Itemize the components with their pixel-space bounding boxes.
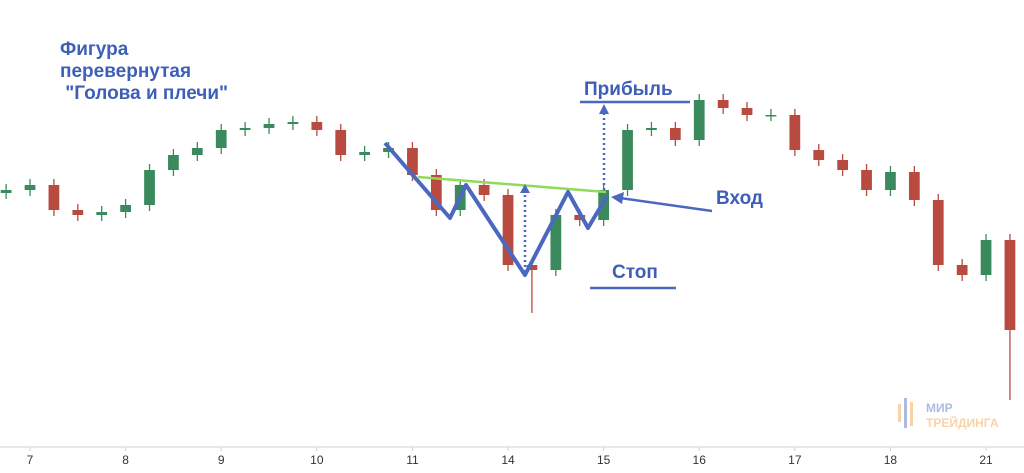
candle-body bbox=[215, 130, 227, 148]
candles bbox=[0, 94, 1016, 400]
watermark-text: МИР bbox=[926, 401, 953, 415]
logo-bar bbox=[910, 402, 913, 426]
candle-body bbox=[932, 200, 944, 265]
candle-body bbox=[263, 124, 275, 128]
candle-body bbox=[908, 172, 920, 200]
candle-body bbox=[765, 115, 777, 117]
x-tick-label: 21 bbox=[979, 453, 993, 467]
candle-body bbox=[430, 175, 442, 210]
candle-body bbox=[168, 155, 179, 170]
x-tick-label: 7 bbox=[27, 453, 34, 467]
candle-body bbox=[861, 170, 872, 190]
entry-arrow bbox=[619, 196, 713, 213]
candle-body bbox=[478, 185, 490, 195]
arrow-head bbox=[611, 192, 624, 204]
x-tick-label: 18 bbox=[884, 453, 898, 467]
arrow-head bbox=[599, 104, 609, 114]
stop-label: Стоп bbox=[612, 262, 658, 283]
candle-body bbox=[717, 100, 729, 108]
candle-body bbox=[622, 130, 633, 190]
candle-body bbox=[311, 122, 323, 130]
candle-body bbox=[885, 172, 896, 190]
candle-body bbox=[550, 215, 562, 270]
entry-label: Вход bbox=[716, 188, 763, 209]
candle-body bbox=[646, 128, 657, 130]
candle-body bbox=[837, 160, 849, 170]
candle-body bbox=[48, 185, 60, 210]
x-tick-label: 8 bbox=[122, 453, 129, 467]
candle-body bbox=[956, 265, 968, 275]
candle-body bbox=[0, 190, 12, 193]
candle-body bbox=[574, 215, 586, 220]
candle-body bbox=[669, 128, 681, 140]
x-tick-label: 16 bbox=[693, 453, 707, 467]
title-line: "Голова и плечи" bbox=[60, 83, 228, 104]
candle-body bbox=[335, 130, 347, 155]
candle-body bbox=[693, 100, 705, 140]
candle-body bbox=[144, 170, 155, 205]
profit-label: Прибыль bbox=[584, 79, 673, 100]
candle-body bbox=[1004, 240, 1016, 330]
candle-body bbox=[407, 148, 418, 175]
candle-body bbox=[526, 265, 538, 270]
candle-body bbox=[359, 152, 371, 155]
candle-body bbox=[191, 148, 203, 155]
x-tick-label: 9 bbox=[218, 453, 225, 467]
x-tick-label: 17 bbox=[788, 453, 802, 467]
candle-body bbox=[239, 128, 251, 130]
title-line: перевернутая bbox=[60, 61, 191, 82]
title-line: Фигура bbox=[60, 39, 129, 60]
x-tick-label: 10 bbox=[310, 453, 324, 467]
candle-body bbox=[813, 150, 825, 160]
logo-bar bbox=[898, 404, 901, 422]
x-tick-label: 14 bbox=[501, 453, 515, 467]
x-tick-label: 11 bbox=[406, 453, 419, 467]
candle-body bbox=[980, 240, 992, 275]
candle-body bbox=[72, 210, 84, 215]
logo-bar bbox=[904, 398, 907, 428]
neckline bbox=[417, 175, 607, 194]
arrow-head bbox=[520, 184, 530, 193]
candle-body bbox=[24, 185, 36, 190]
candle-body bbox=[287, 122, 299, 124]
candle-body bbox=[502, 195, 514, 265]
candle-body bbox=[120, 205, 131, 212]
x-axis-labels: 7 8 9 10 11 14 15 16 17 18 21 bbox=[27, 447, 993, 467]
watermark: МИР ТРЕЙДИНГА bbox=[898, 398, 999, 430]
x-tick-label: 15 bbox=[597, 453, 611, 467]
watermark-text: ТРЕЙДИНГА bbox=[926, 415, 999, 430]
candle-body bbox=[741, 108, 753, 115]
candle-body bbox=[789, 115, 801, 150]
pattern-outline bbox=[383, 141, 609, 277]
candle-body bbox=[96, 212, 108, 215]
